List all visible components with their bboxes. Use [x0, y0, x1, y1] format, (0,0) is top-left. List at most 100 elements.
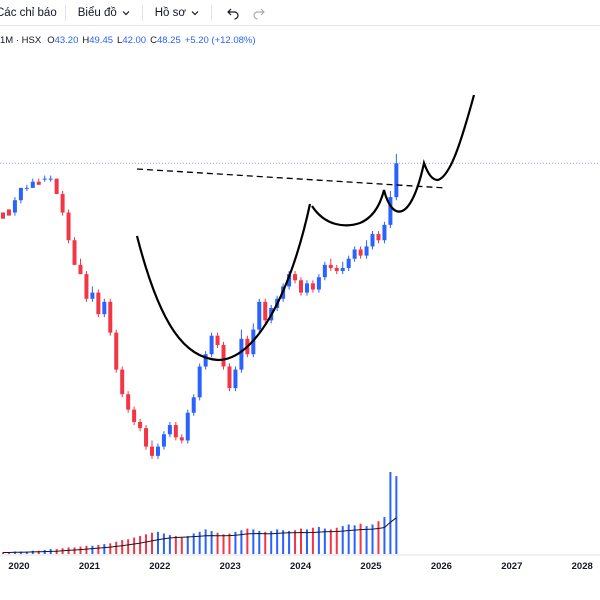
candle-body[interactable] — [6, 209, 11, 216]
candle-body[interactable] — [96, 292, 101, 315]
candle-body[interactable] — [84, 274, 89, 299]
x-tick-label: 2020 — [8, 561, 29, 572]
candle-body[interactable] — [155, 446, 160, 456]
volume-bar — [311, 527, 314, 554]
candle-body[interactable] — [257, 301, 262, 330]
candle-body[interactable] — [114, 332, 119, 370]
candle-body[interactable] — [138, 421, 143, 429]
candle-body[interactable] — [48, 178, 53, 180]
price-chart[interactable]: 2020 2021 2022 2023 2024 2025 2026 2027 2028 — [0, 26, 600, 600]
x-tick-label: 2025 — [360, 561, 382, 572]
candle-body[interactable] — [144, 428, 149, 447]
candle-body[interactable] — [340, 267, 345, 272]
candle-body[interactable] — [1, 212, 5, 219]
candle-body[interactable] — [30, 181, 35, 188]
low-value: 42.00 — [122, 34, 147, 46]
chart-type-dropdown[interactable]: Biểu đồ — [68, 0, 140, 26]
candle-body[interactable] — [42, 178, 47, 180]
candle-body[interactable] — [215, 335, 220, 345]
x-tick-label: 2023 — [220, 561, 241, 572]
candle-body[interactable] — [394, 163, 399, 198]
candle-body[interactable] — [346, 258, 351, 268]
candle-body[interactable] — [376, 234, 381, 241]
handle-pattern-curve[interactable] — [311, 94, 476, 227]
volume-bar — [222, 534, 225, 554]
candle-body[interactable] — [382, 224, 387, 241]
candle-body[interactable] — [126, 394, 131, 410]
candle-body[interactable] — [304, 283, 309, 293]
candle-body[interactable] — [310, 283, 315, 290]
toolbar-divider — [64, 4, 66, 21]
volume-bar — [133, 537, 136, 554]
candle-body[interactable] — [54, 178, 59, 195]
candle-body[interactable] — [191, 397, 196, 413]
candle-body[interactable] — [102, 301, 107, 315]
redo-icon — [253, 8, 265, 20]
open-value: 43.20 — [54, 34, 79, 46]
candle-body[interactable] — [316, 277, 321, 290]
candle-body[interactable] — [239, 338, 244, 370]
candle-body[interactable] — [358, 249, 363, 256]
candle-body[interactable] — [78, 264, 83, 275]
volume-bar — [353, 525, 356, 554]
candle-body[interactable] — [299, 280, 303, 293]
candle-body[interactable] — [36, 181, 41, 185]
volume-bar — [329, 529, 332, 554]
candle-body[interactable] — [108, 301, 113, 333]
candle-body[interactable] — [203, 354, 208, 367]
candle-body[interactable] — [322, 264, 327, 278]
volume-bar — [270, 531, 273, 554]
candle-body[interactable] — [179, 437, 184, 441]
volume-bar — [139, 535, 142, 554]
volume-bar — [365, 526, 368, 554]
undo-button[interactable] — [220, 0, 246, 26]
time-axis[interactable]: 2020 2021 2022 2023 2024 2025 2026 2027 2028 — [8, 561, 592, 572]
candle-body[interactable] — [90, 292, 95, 299]
profile-label: Hồ sơ — [154, 6, 186, 19]
volume-bar — [91, 545, 94, 554]
candle-body[interactable] — [132, 409, 137, 422]
candle-body[interactable] — [185, 412, 190, 441]
volume-bar — [97, 544, 100, 554]
candle-body[interactable] — [293, 274, 298, 281]
candle-body[interactable] — [227, 366, 232, 389]
volume-bar — [127, 539, 130, 554]
candle-body[interactable] — [18, 187, 23, 201]
candle-body[interactable] — [388, 197, 393, 225]
cup-pattern-curve[interactable] — [135, 203, 312, 362]
candle-body[interactable] — [328, 264, 333, 268]
x-tick-label: 2028 — [572, 561, 593, 572]
profile-dropdown[interactable]: Hồ sơ — [145, 0, 209, 26]
candle-body[interactable] — [167, 425, 172, 435]
candle-body[interactable] — [364, 246, 369, 256]
chart-toolbar: Các chỉ báo Biểu đồ Hồ sơ — [0, 0, 600, 26]
candle-body[interactable] — [197, 366, 202, 398]
candle-body[interactable] — [12, 200, 17, 213]
volume-bar — [151, 532, 153, 554]
volume-bar — [300, 528, 302, 554]
volume-bar — [389, 472, 392, 554]
candle-body[interactable] — [120, 369, 125, 395]
candle-body[interactable] — [287, 274, 292, 287]
candle-body[interactable] — [209, 335, 214, 355]
resistance-trendline[interactable] — [136, 168, 447, 189]
volume-bar — [156, 531, 159, 554]
toolbar-divider — [141, 4, 143, 21]
volume-bar — [7, 552, 10, 554]
candle-body[interactable] — [24, 187, 29, 189]
candle-body[interactable] — [263, 301, 268, 321]
candle-body[interactable] — [221, 344, 226, 367]
candle-body[interactable] — [173, 425, 178, 438]
candle-body[interactable] — [161, 434, 166, 447]
candle-body[interactable] — [233, 369, 238, 389]
redo-button[interactable] — [246, 0, 272, 26]
indicators-button[interactable]: Các chỉ báo — [0, 0, 63, 26]
candle-body[interactable] — [334, 267, 339, 272]
candle-body[interactable] — [72, 240, 77, 265]
candle-body[interactable] — [60, 194, 65, 213]
candle-body[interactable] — [66, 212, 71, 241]
candle-body[interactable] — [370, 234, 375, 247]
candle-body[interactable] — [150, 446, 154, 456]
candle-body[interactable] — [352, 249, 357, 259]
volume-bar — [335, 527, 338, 554]
